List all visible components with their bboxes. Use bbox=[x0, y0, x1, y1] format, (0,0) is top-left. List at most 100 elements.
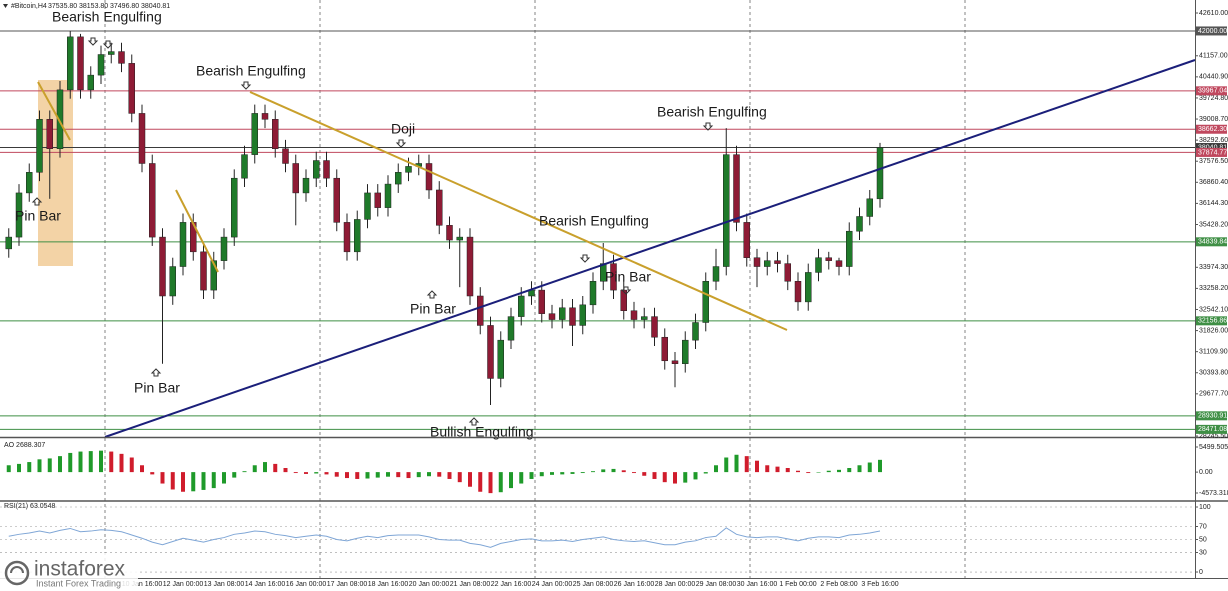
y-tick-label: 100 bbox=[1199, 504, 1211, 511]
ao-bar bbox=[580, 472, 585, 474]
ao-bar bbox=[488, 472, 493, 494]
candle-body bbox=[559, 307, 566, 320]
y-tick-label: 5499.505 bbox=[1199, 444, 1228, 451]
candle-body bbox=[589, 281, 597, 306]
annotation: Pin Bar bbox=[605, 269, 651, 285]
ao-bar bbox=[652, 472, 657, 479]
ao-bar bbox=[201, 472, 206, 490]
candle-body bbox=[231, 177, 238, 238]
ao-bar bbox=[119, 453, 124, 473]
level-label: 28930.91 bbox=[1198, 413, 1227, 420]
ao-bar bbox=[293, 472, 298, 474]
ao-bar bbox=[140, 465, 144, 473]
candle-body bbox=[835, 260, 843, 267]
candle-body bbox=[497, 339, 504, 379]
ao-bar bbox=[78, 451, 83, 473]
rsi-line bbox=[8, 527, 881, 548]
candle-body bbox=[507, 316, 515, 341]
ao-bar bbox=[222, 472, 226, 484]
candle-body bbox=[77, 36, 84, 91]
level-tag bbox=[1196, 86, 1227, 96]
ohlc-low: 37496.80 bbox=[110, 3, 139, 10]
level-label: 37874.77 bbox=[1198, 149, 1227, 156]
candle-body bbox=[313, 160, 320, 179]
candle-body bbox=[794, 281, 802, 303]
logo-brand: instaforex bbox=[34, 558, 126, 581]
ohlc-open: 37535.80 bbox=[48, 3, 77, 10]
ao-bar bbox=[478, 472, 483, 492]
candle-body bbox=[733, 154, 740, 223]
ao-bar bbox=[744, 456, 749, 473]
highlight-zone bbox=[38, 80, 73, 266]
candle-body bbox=[108, 51, 115, 55]
candle-body bbox=[569, 307, 576, 326]
candle-body bbox=[692, 322, 699, 341]
candle-body bbox=[661, 336, 668, 362]
annotation: Pin Bar bbox=[410, 301, 456, 317]
ao-bar bbox=[314, 472, 319, 474]
ao-bar bbox=[334, 472, 339, 477]
y-tick-label: 0 bbox=[1199, 569, 1203, 576]
ao-bar bbox=[529, 472, 534, 479]
y-tick-label: 29677.70 bbox=[1199, 391, 1228, 398]
candle-body bbox=[200, 251, 207, 291]
level-tag bbox=[1196, 26, 1227, 36]
candle-body bbox=[548, 313, 556, 320]
ao-bar bbox=[765, 465, 770, 473]
annotation: Bearish Engulfing bbox=[539, 213, 649, 229]
candle-body bbox=[97, 54, 105, 76]
y-tick-label: 32542.10 bbox=[1199, 306, 1228, 313]
candle-body bbox=[56, 89, 64, 149]
candle-body bbox=[282, 148, 289, 164]
symbol: #Bitcoin,H4 bbox=[11, 3, 47, 10]
y-tick-label: 41157.00 bbox=[1199, 53, 1228, 60]
ao-bar bbox=[68, 452, 73, 473]
y-tick-label: 30393.80 bbox=[1199, 370, 1228, 377]
candle-body bbox=[251, 113, 258, 155]
y-tick-label: 39724.80 bbox=[1199, 95, 1228, 102]
candle-body bbox=[487, 325, 494, 379]
ao-bar bbox=[242, 471, 247, 473]
ao-bar bbox=[621, 470, 626, 473]
y-tick-label: 30 bbox=[1199, 549, 1207, 556]
candle-body bbox=[67, 36, 74, 91]
ao-bar bbox=[570, 472, 575, 474]
ao-bar bbox=[365, 472, 370, 479]
ao-bar bbox=[27, 462, 32, 473]
ao-bar bbox=[683, 472, 688, 483]
ao-bar bbox=[324, 472, 329, 475]
menu-icon[interactable] bbox=[3, 4, 8, 8]
panel-title: RSI(21) 63.0548 bbox=[4, 503, 55, 510]
x-tick-label: 10 Jan 16:00 bbox=[122, 581, 163, 588]
ao-bar bbox=[58, 456, 62, 473]
y-tick-label: 38292.60 bbox=[1199, 137, 1228, 144]
candle-body bbox=[5, 236, 12, 250]
candle-body bbox=[425, 163, 433, 191]
ao-bar bbox=[806, 472, 811, 474]
ohlc-high: 38153.80 bbox=[79, 3, 108, 10]
ao-bar bbox=[816, 472, 821, 473]
ao-bar bbox=[211, 472, 216, 489]
ao-bar bbox=[6, 465, 11, 473]
y-tick-label: 42610.00 bbox=[1199, 10, 1228, 17]
ao-bar bbox=[386, 472, 390, 477]
level-label: 42000.00 bbox=[1198, 28, 1227, 35]
annotation: Pin Bar bbox=[15, 208, 61, 224]
ao-bar bbox=[232, 472, 237, 478]
level-label: 28471.08 bbox=[1198, 426, 1227, 433]
level-label: 32156.86 bbox=[1198, 318, 1227, 325]
ao-bar bbox=[283, 468, 288, 473]
level-label: 39967.04 bbox=[1198, 88, 1227, 95]
x-tick-label: 1 Feb 00:00 bbox=[779, 581, 816, 588]
y-tick-label: 50 bbox=[1199, 536, 1207, 543]
candle-body bbox=[825, 257, 832, 261]
level-label: 38040.81 bbox=[1198, 144, 1227, 151]
candle-body bbox=[138, 113, 146, 164]
levels bbox=[0, 30, 1195, 430]
y-tick-label: 36860.40 bbox=[1199, 179, 1228, 186]
candle-body bbox=[743, 222, 750, 258]
ao-bar bbox=[662, 472, 667, 483]
y-tick-label: 28245.50 bbox=[1199, 433, 1228, 440]
candle-body bbox=[805, 272, 812, 303]
